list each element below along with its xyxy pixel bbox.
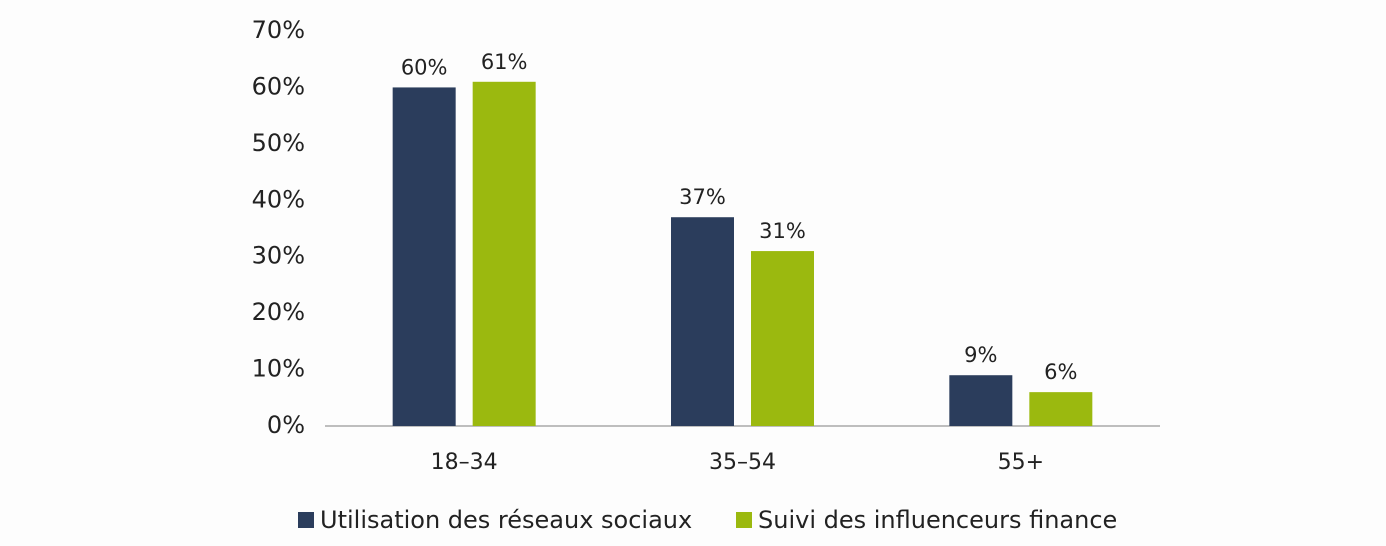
value-label: 61% [481,50,528,74]
bar [392,87,456,426]
value-label: 31% [759,219,806,243]
legend-swatch [298,512,314,528]
legend-swatch [736,512,752,528]
bar [1029,392,1093,426]
x-tick-label: 18–34 [431,450,498,475]
value-label: 37% [679,185,726,209]
legend-label: Suivi des influenceurs finance [758,506,1117,534]
y-tick-label: 70% [252,16,305,44]
x-tick-label: 55+ [998,450,1044,475]
y-tick-label: 40% [252,185,305,213]
bar [472,81,536,427]
value-label: 60% [401,55,448,79]
y-tick-label: 10% [252,355,305,383]
x-tick-label: 35–54 [709,450,776,475]
y-tick-label: 0% [267,411,305,439]
y-tick-label: 30% [252,242,305,270]
y-tick-label: 50% [252,129,305,157]
legend-label: Utilisation des réseaux sociaux [320,506,692,534]
bar [751,251,814,426]
bar [671,217,734,426]
bar [949,375,1013,426]
y-tick-label: 20% [252,298,305,326]
y-tick-label: 60% [252,72,305,100]
value-label: 9% [964,343,997,367]
value-label: 6% [1044,360,1077,384]
